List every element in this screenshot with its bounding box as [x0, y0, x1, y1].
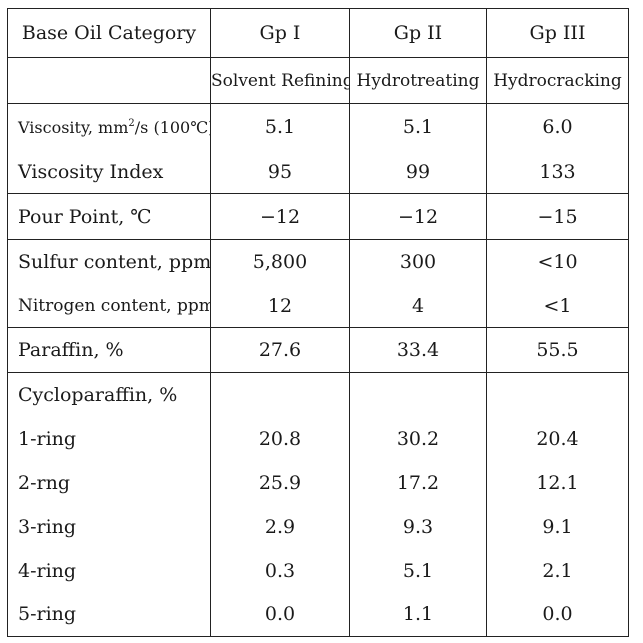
row-label: 1-ring [7, 416, 211, 461]
table-row: 1-ring 20.8 30.2 20.4 [7, 416, 629, 461]
table-cell: 1.1 [349, 592, 487, 637]
row-label: 4-ring [7, 548, 211, 593]
table-row: 3-ring 2.9 9.3 9.1 [7, 504, 629, 549]
row-label-viscosity: Viscosity, mm2/s (100℃) [7, 103, 211, 151]
table-cell: 9.1 [486, 504, 629, 549]
table-cell: 2.9 [210, 504, 350, 549]
table-cell: 0.0 [486, 592, 629, 637]
table-row: 5-ring 0.0 1.1 0.0 [7, 592, 629, 637]
table-cell: 4 [349, 284, 487, 328]
table-cell: 133 [486, 150, 629, 194]
table-cell: 20.8 [210, 416, 350, 461]
table-cell: 2.1 [486, 548, 629, 593]
header-gp1: Gp I [210, 8, 350, 58]
table-cell [349, 372, 487, 417]
row-label: Pour Point, ℃ [7, 193, 211, 240]
table-row: Sulfur content, ppm 5,800 300 <10 [7, 239, 629, 285]
table-cell: 5.1 [349, 103, 487, 151]
table-cell: −15 [486, 193, 629, 240]
table-cell: 300 [349, 239, 487, 285]
header-category: Base Oil Category [7, 8, 211, 58]
base-oil-table: Base Oil Category Gp I Gp II Gp III Solv… [7, 8, 629, 637]
row-label: Cycloparaffin, % [7, 372, 211, 417]
table-cell: 6.0 [486, 103, 629, 151]
table-row: 2-rng 25.9 17.2 12.1 [7, 460, 629, 505]
table-cell [486, 372, 629, 417]
table-cell: 12 [210, 284, 350, 328]
table-cell: 27.6 [210, 327, 350, 373]
process-gp1: Solvent Refining [210, 57, 350, 104]
table-cell: 12.1 [486, 460, 629, 505]
table-row: Cycloparaffin, % [7, 372, 629, 417]
table-cell: 9.3 [349, 504, 487, 549]
table-cell: −12 [349, 193, 487, 240]
table-cell: 0.0 [210, 592, 350, 637]
header-gp3: Gp III [486, 8, 629, 58]
table-cell: 5.1 [349, 548, 487, 593]
process-gp2: Hydrotreating [349, 57, 487, 104]
table-row: Nitrogen content, ppm 12 4 <1 [7, 284, 629, 328]
table-row: Paraffin, % 27.6 33.4 55.5 [7, 327, 629, 373]
table-cell: <10 [486, 239, 629, 285]
row-label: Paraffin, % [7, 327, 211, 373]
table-row: Viscosity Index 95 99 133 [7, 150, 629, 194]
table-cell [210, 372, 350, 417]
process-label-cell [7, 57, 211, 104]
row-label: 5-ring [7, 592, 211, 637]
row-label: Viscosity Index [7, 150, 211, 194]
table-cell: 95 [210, 150, 350, 194]
table-cell: 55.5 [486, 327, 629, 373]
row-label: Sulfur content, ppm [7, 239, 211, 285]
table-row: Pour Point, ℃ −12 −12 −15 [7, 193, 629, 240]
row-label: 3-ring [7, 504, 211, 549]
viscosity-label-sup: 2 [128, 117, 135, 129]
table-cell: 5,800 [210, 239, 350, 285]
process-row: Solvent Refining Hydrotreating Hydrocrac… [7, 57, 629, 104]
process-gp3: Hydrocracking [486, 57, 629, 104]
table-cell: −12 [210, 193, 350, 240]
row-label: Nitrogen content, ppm [7, 284, 211, 328]
table-cell: 30.2 [349, 416, 487, 461]
table-cell: 33.4 [349, 327, 487, 373]
row-label: 2-rng [7, 460, 211, 505]
table-cell: 17.2 [349, 460, 487, 505]
table-cell: 5.1 [210, 103, 350, 151]
table-row: Viscosity, mm2/s (100℃) 5.1 5.1 6.0 [7, 103, 629, 151]
table-cell: 20.4 [486, 416, 629, 461]
header-row: Base Oil Category Gp I Gp II Gp III [7, 8, 629, 58]
viscosity-label-post: /s (100℃) [134, 117, 211, 137]
viscosity-label-pre: Viscosity, mm [18, 117, 129, 137]
header-gp2: Gp II [349, 8, 487, 58]
table-row: 4-ring 0.3 5.1 2.1 [7, 548, 629, 593]
table-cell: 25.9 [210, 460, 350, 505]
table-cell: <1 [486, 284, 629, 328]
table-cell: 0.3 [210, 548, 350, 593]
table-cell: 99 [349, 150, 487, 194]
